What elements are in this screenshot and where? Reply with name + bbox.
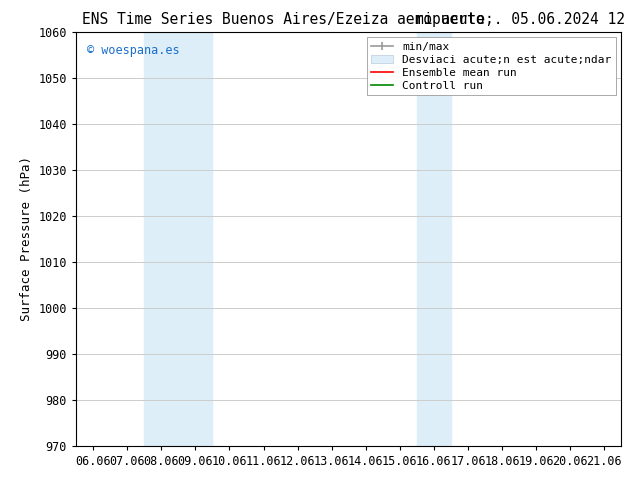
Bar xyxy=(417,32,451,446)
Legend: min/max, Desviaci acute;n est acute;ndar, Ensemble mean run, Controll run: min/max, Desviaci acute;n est acute;ndar… xyxy=(366,37,616,95)
Text: mi acute;. 05.06.2024 12 UTC: mi acute;. 05.06.2024 12 UTC xyxy=(415,12,634,27)
Text: © woespana.es: © woespana.es xyxy=(87,44,179,57)
Y-axis label: Surface Pressure (hPa): Surface Pressure (hPa) xyxy=(20,156,33,321)
Text: ENS Time Series Buenos Aires/Ezeiza aeropuerto: ENS Time Series Buenos Aires/Ezeiza aero… xyxy=(82,12,485,27)
Bar xyxy=(144,32,212,446)
